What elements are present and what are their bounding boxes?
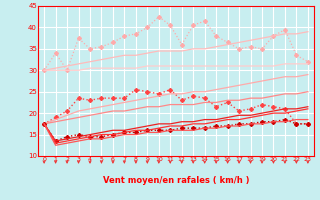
X-axis label: Vent moyen/en rafales ( km/h ): Vent moyen/en rafales ( km/h )	[103, 176, 249, 185]
